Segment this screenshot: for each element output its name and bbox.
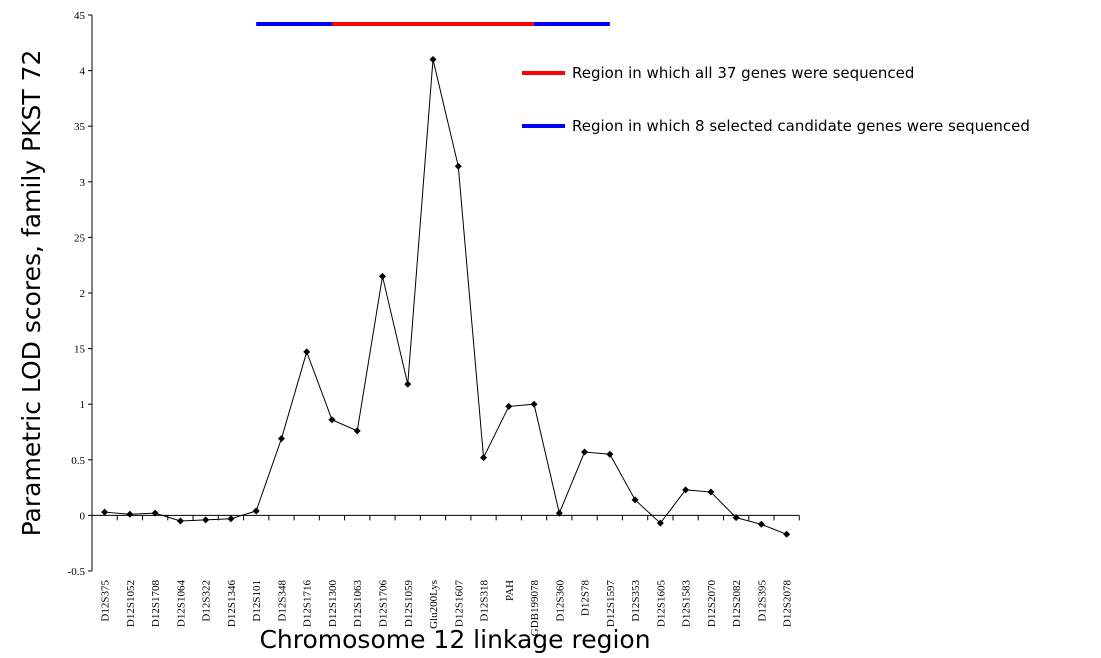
y-tick-label: 4 — [80, 66, 86, 78]
x-tick-label: D12S2070 — [706, 580, 718, 628]
data-point — [176, 517, 184, 525]
y-tick-label: -0.5 — [68, 566, 86, 578]
y-tick-label: 35 — [74, 121, 86, 133]
x-tick-label: GDB199078 — [529, 580, 541, 637]
x-tick-label: D12S1708 — [150, 580, 162, 628]
x-tick-label: D12S1607 — [453, 580, 465, 628]
data-point — [151, 509, 159, 517]
x-tick-label: D12S1583 — [681, 580, 693, 628]
data-point — [303, 348, 311, 356]
y-tick-label: 45 — [74, 10, 86, 22]
data-point — [656, 519, 664, 527]
data-point — [480, 454, 488, 462]
x-tick-label: D12S1063 — [352, 580, 364, 628]
data-point — [682, 486, 690, 494]
data-point — [732, 514, 740, 522]
x-tick-label: D12S353 — [630, 580, 642, 622]
data-point — [429, 55, 437, 63]
data-point — [555, 509, 563, 517]
y-tick-label: 25 — [74, 232, 86, 244]
x-tick-label: D12S2082 — [731, 580, 743, 627]
data-point — [101, 508, 109, 516]
data-point — [505, 402, 513, 410]
x-tick-label: D12S1706 — [377, 580, 389, 628]
x-tick-label: Glu200Lys — [428, 580, 440, 629]
x-tick-label: D12S318 — [479, 580, 491, 622]
x-tick-label: D12S395 — [756, 580, 768, 622]
x-tick-label: D12S78 — [580, 580, 592, 617]
data-point — [581, 448, 589, 456]
x-tick-label: D12S360 — [554, 580, 566, 622]
data-point — [252, 507, 260, 515]
y-tick-label: 1 — [80, 399, 86, 411]
data-point — [707, 488, 715, 496]
x-tick-label: D12S1716 — [302, 580, 314, 628]
y-tick-label: 15 — [74, 344, 86, 356]
y-tick-label: 2 — [80, 288, 86, 300]
x-tick-label: D12S1064 — [175, 580, 187, 628]
x-tick-label: D12S348 — [276, 580, 288, 622]
data-point — [277, 435, 285, 443]
x-tick-label: D12S322 — [201, 580, 213, 622]
x-tick-label: D12S1300 — [327, 580, 339, 628]
y-tick-label: 0.5 — [71, 455, 85, 467]
data-point — [606, 450, 614, 458]
data-point — [454, 162, 462, 170]
data-point — [328, 416, 336, 424]
data-point — [757, 520, 765, 528]
x-tick-label: D12S1597 — [605, 580, 617, 628]
x-tick-label: D12S1059 — [403, 580, 415, 628]
data-point — [202, 516, 210, 524]
x-tick-label: D12S101 — [251, 580, 263, 622]
data-point — [631, 496, 639, 504]
legend-label: Region in which all 37 genes were sequen… — [572, 64, 914, 82]
x-tick-label: D12S2078 — [782, 580, 794, 628]
data-point — [404, 380, 412, 388]
x-tick-label: PAH — [504, 580, 516, 601]
data-point — [353, 427, 361, 435]
legend-label: Region in which 8 selected candidate gen… — [572, 117, 1030, 135]
x-tick-label: D12S1605 — [655, 580, 667, 628]
data-point — [126, 510, 134, 518]
data-point — [378, 272, 386, 280]
y-tick-label: 3 — [80, 177, 86, 189]
data-point — [530, 400, 538, 408]
x-axis-title: Chromosome 12 linkage region — [259, 625, 650, 654]
data-point — [227, 515, 235, 523]
y-tick-label: 0 — [80, 510, 86, 522]
data-point — [783, 530, 791, 538]
data-line — [104, 59, 787, 535]
x-tick-label: D12S1346 — [226, 580, 238, 628]
x-tick-label: D12S1052 — [125, 580, 137, 627]
x-tick-label: D12S375 — [100, 580, 112, 622]
y-axis-title: Parametric LOD scores, family PKST 72 — [17, 50, 46, 537]
